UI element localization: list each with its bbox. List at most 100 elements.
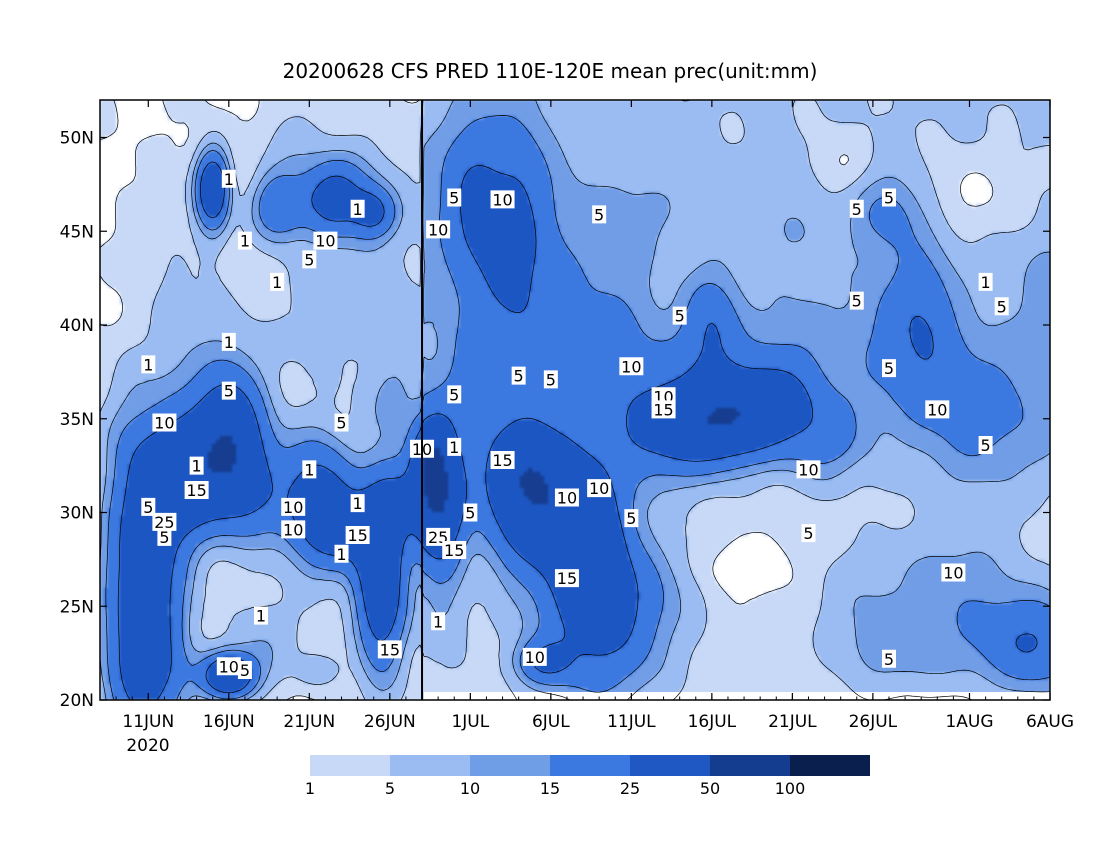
- contour-label: 1: [189, 456, 204, 476]
- svg-text:10: 10: [943, 564, 963, 583]
- contour-label: 10: [796, 460, 821, 479]
- contour-label: 15: [490, 451, 515, 470]
- contour-label: 10: [313, 231, 338, 251]
- colorbar-swatch: [470, 755, 550, 776]
- y-axis: 20N 25N 30N 35N 40N 45N 50N: [60, 129, 1050, 711]
- colorbar-label: 25: [620, 779, 640, 798]
- svg-text:5: 5: [626, 509, 636, 528]
- colorbar-swatch: [310, 755, 390, 776]
- contour-label: 10: [522, 647, 547, 667]
- svg-text:5: 5: [240, 661, 250, 680]
- x-axis: 11JUN 16JUN 21JUN 26JUN 1JUL 6JUL 11JUL 16JUL 21…: [99, 100, 1074, 732]
- contour-label: 1: [237, 231, 252, 251]
- svg-text:5: 5: [159, 528, 169, 547]
- colorbar-swatch: [710, 755, 790, 776]
- svg-text:10: 10: [621, 357, 641, 376]
- svg-text:1: 1: [336, 545, 346, 564]
- precip-band-10: [100, 100, 1050, 700]
- precip-band-5: [100, 100, 1050, 700]
- contour-label: 5: [592, 205, 607, 224]
- svg-text:10: 10: [219, 657, 239, 676]
- svg-text:5: 5: [304, 250, 314, 269]
- contour-label: 1: [334, 544, 349, 564]
- svg-text:1: 1: [433, 612, 443, 631]
- contour-label: 5: [221, 381, 236, 401]
- contour-label: 5: [849, 199, 864, 219]
- colorbar-label: 1: [305, 779, 315, 798]
- contour-25: [117, 161, 1038, 700]
- y-tick-label: 25N: [60, 597, 94, 617]
- contour-label: 5: [624, 509, 639, 528]
- contour-label: 1: [431, 612, 446, 631]
- contour-label: 10: [281, 497, 306, 517]
- svg-text:1: 1: [353, 200, 363, 219]
- svg-text:5: 5: [449, 385, 459, 404]
- contour-label: 1: [350, 494, 365, 513]
- contour-label: 10: [426, 220, 451, 239]
- contour-label: 5: [881, 188, 896, 208]
- svg-text:1: 1: [272, 273, 282, 292]
- contour-label: 5: [511, 366, 526, 386]
- chart-title: 20200628 CFS PRED 110E-120E mean prec(un…: [283, 59, 818, 83]
- svg-text:5: 5: [224, 382, 234, 401]
- contour-label: 10: [281, 520, 306, 539]
- plot-frame: [99, 99, 1051, 701]
- contour-label: 1: [978, 272, 993, 292]
- svg-text:5: 5: [997, 297, 1007, 316]
- svg-text:15: 15: [444, 541, 464, 560]
- x-axis-year-label: 2020: [126, 736, 169, 756]
- svg-text:10: 10: [798, 460, 818, 479]
- contour-label: 1: [350, 199, 365, 219]
- contour-label: 5: [881, 359, 896, 378]
- svg-text:5: 5: [336, 414, 346, 433]
- contour-label: 1: [254, 606, 269, 626]
- no-data-strip: [424, 692, 1050, 700]
- contour-label: 10: [490, 190, 515, 209]
- x-tick-label: 6AUG: [1026, 712, 1074, 732]
- contour-label: 5: [978, 436, 993, 455]
- colorbar-swatch: [790, 755, 870, 776]
- contour-label: 10: [587, 479, 612, 498]
- svg-text:10: 10: [927, 400, 947, 419]
- svg-text:5: 5: [143, 498, 153, 517]
- x-tick-label: 16JUL: [688, 712, 737, 732]
- svg-text:10: 10: [283, 520, 303, 539]
- contour-label: 10: [619, 357, 644, 376]
- svg-text:5: 5: [980, 436, 990, 455]
- contour-label: 5: [881, 649, 896, 669]
- svg-text:10: 10: [557, 489, 577, 508]
- svg-text:15: 15: [186, 481, 206, 500]
- svg-text:5: 5: [514, 367, 524, 386]
- precipitation-field: [100, 100, 1050, 700]
- contour-label: 1: [447, 437, 462, 457]
- svg-text:5: 5: [884, 359, 894, 378]
- contour-label: 5: [994, 297, 1009, 316]
- y-tick-label: 20N: [60, 691, 94, 711]
- svg-text:10: 10: [492, 190, 512, 209]
- colorbar-swatch: [630, 755, 710, 776]
- y-tick-label: 35N: [60, 410, 94, 430]
- precip-band-15: [103, 115, 1050, 700]
- contour-label: 5: [543, 370, 558, 389]
- contour-label: 10: [554, 488, 579, 508]
- svg-text:5: 5: [465, 504, 475, 523]
- contour-lines: [100, 100, 1050, 700]
- x-tick-label: 21JUN: [283, 712, 335, 732]
- contour-label: 25: [152, 512, 177, 532]
- colorbar-label: 100: [775, 779, 806, 798]
- svg-text:1: 1: [980, 273, 990, 292]
- contour-label: 15: [345, 526, 370, 545]
- contour-label: 1: [221, 332, 236, 352]
- svg-text:15: 15: [347, 526, 367, 545]
- contour-label: 1: [270, 272, 285, 292]
- y-tick-label: 40N: [60, 316, 94, 336]
- x-tick-label: 1JUL: [451, 712, 489, 732]
- y-tick-label: 30N: [60, 504, 94, 524]
- x-tick-label: 26JUN: [364, 712, 416, 732]
- svg-text:1: 1: [353, 494, 363, 513]
- svg-text:1: 1: [449, 438, 459, 457]
- x-tick-label: 21JUL: [768, 712, 817, 732]
- svg-text:10: 10: [315, 232, 335, 251]
- contour-label: 1: [221, 169, 236, 189]
